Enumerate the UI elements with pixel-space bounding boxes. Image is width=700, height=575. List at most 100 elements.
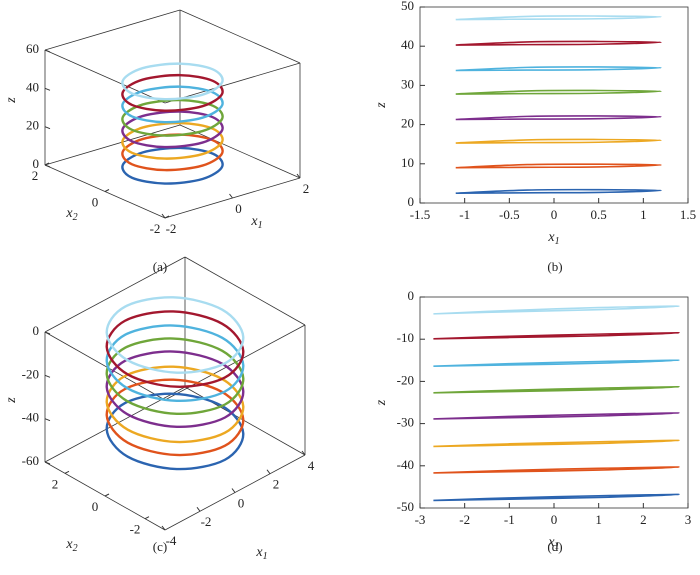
z-tick-label: -20 [22,366,39,381]
trajectory [105,337,245,416]
x-tick-label: -4 [166,533,177,548]
x2-axis-label: x2 [65,537,77,554]
x1-axis-label: x1 [250,214,262,231]
y-tick [104,493,110,497]
x-tick-label: -2 [459,512,470,527]
x2-axis-label-sub: 2 [73,212,78,223]
x1-axis-label-sub: 1 [263,551,268,562]
box-edge [184,386,306,456]
x2-axis-label: x2 [65,206,77,223]
x2-axis-label-base: x [65,206,73,221]
x-tick-label: 3 [685,512,692,527]
z-tick [44,374,51,378]
trajectory [121,62,224,101]
z-tick-label: 40 [26,79,39,94]
trajectory [121,73,224,112]
y-tick-label: -20 [397,372,414,387]
x-tick [301,450,306,456]
z-axis-label: z [4,97,19,104]
box-edge [44,331,166,401]
y-tick [64,470,70,474]
z-tick-label: -40 [22,410,39,425]
x1-axis-label: x1 [255,545,267,562]
trajectory [105,378,245,457]
x-tick [231,488,236,493]
trajectory [433,305,680,315]
y-tick-label: -2 [150,221,161,236]
x-tick-label: 1 [640,207,647,222]
x-tick [266,469,271,475]
box-edge [184,256,306,326]
z-tick [44,87,51,91]
x-axis-label-sub: 1 [555,541,560,552]
trajectory [455,40,663,46]
box-edge [44,49,166,104]
x-tick [229,193,233,199]
x-tick-label: 0 [551,207,558,222]
trajectory [455,188,663,194]
x-tick-label: 2 [303,181,310,196]
x1-axis-label-base: x [255,545,263,560]
z-tick-label: 20 [26,118,39,133]
z-tick [44,49,51,53]
x-tick-label: 0.5 [591,207,607,222]
y-tick-label: 0 [92,194,99,209]
y-tick-label: 40 [401,37,414,52]
x1-axis-label-sub: 1 [258,220,263,231]
x-tick-label: -1 [504,512,515,527]
trajectory [455,115,663,121]
box-edge [164,62,301,104]
trajectory [433,493,680,502]
y-tick-label: 0 [408,288,415,303]
x-tick-label: -3 [415,512,426,527]
y-tick [144,516,150,520]
y-tick-label: -50 [397,499,414,514]
x2-axis-label-sub: 2 [73,543,78,554]
x-tick-label: 1 [595,512,602,527]
y-tick-label: -2 [130,522,141,537]
trajectory [105,324,245,403]
x1-axis-label-base: x [250,214,258,229]
y-tick-label: -30 [397,415,414,430]
y-tick-label: 50 [401,0,414,13]
trajectory [105,296,245,374]
x-axis-label-base: x [547,230,555,245]
x-tick [196,506,201,512]
trajectory [105,365,245,444]
trajectory [105,350,245,429]
y-axis-label: z [374,102,389,109]
z-tick-label: 0 [33,323,40,338]
y-tick-label: 2 [32,168,39,183]
trajectory [433,359,680,368]
z-tick [44,126,51,130]
x-tick-label: 4 [308,458,315,473]
y-tick-label: 2 [52,476,59,491]
z-tick [44,331,51,335]
panel-label: (c) [153,539,167,554]
x-axis-label: x1 [547,230,559,247]
trajectory [455,15,663,21]
box-edge [44,256,186,333]
y-tick-label: -40 [397,457,414,472]
y-tick [164,215,170,219]
box-edge [179,124,301,179]
x-axis-label-sub: 1 [555,236,560,247]
x-tick-label: 0 [551,512,558,527]
trajectory [433,439,680,448]
x-tick-label: -0.5 [499,207,520,222]
x-tick-label: 2 [640,512,647,527]
x-tick-label: 2 [273,477,280,492]
x-tick-label: 0 [238,495,245,510]
y-tick-label: -10 [397,330,414,345]
x-tick-label: -1.5 [410,207,431,222]
trajectory [105,392,245,471]
z-axis-label: z [4,397,19,404]
z-tick-label: 0 [33,156,40,171]
z-tick-label: -60 [22,453,39,468]
x-tick-label: 0 [235,201,242,216]
trajectory [455,138,663,144]
box-edge [44,124,181,166]
y-tick [104,189,110,192]
z-tick-label: 60 [26,41,39,56]
